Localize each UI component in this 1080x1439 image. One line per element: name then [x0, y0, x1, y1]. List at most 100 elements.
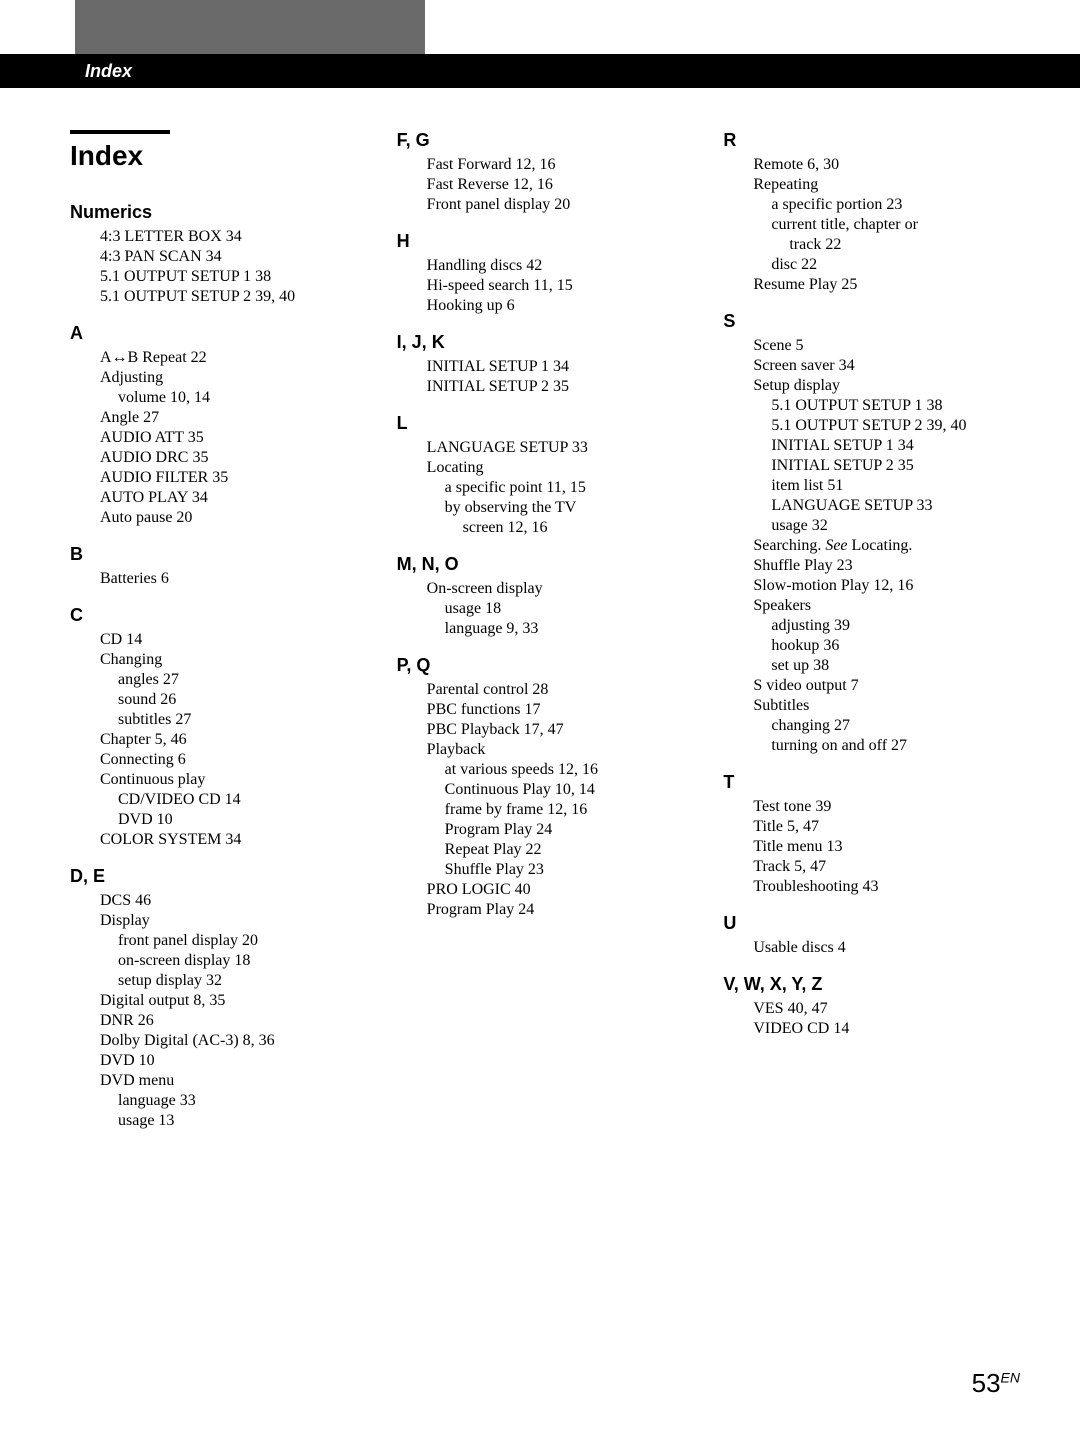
index-entry: Adjusting — [100, 368, 357, 388]
index-entry: language 9, 33 — [445, 619, 684, 639]
section-letter: D, E — [70, 866, 357, 887]
index-entry: usage 18 — [445, 599, 684, 619]
index-entry: usage 13 — [118, 1111, 357, 1131]
section-letter: B — [70, 544, 357, 565]
index-entry: volume 10, 14 — [118, 388, 357, 408]
index-entry: DVD 10 — [100, 1051, 357, 1071]
section-entries: Handling discs 42Hi-speed search 11, 15H… — [427, 256, 684, 316]
index-entry: Shuffle Play 23 — [753, 556, 1010, 576]
section-entries: Test tone 39Title 5, 47Title menu 13Trac… — [753, 797, 1010, 897]
index-entry: DNR 26 — [100, 1011, 357, 1031]
index-entry: COLOR SYSTEM 34 — [100, 830, 357, 850]
index-entry: DCS 46 — [100, 891, 357, 911]
index-entry: track 22 — [789, 235, 1010, 255]
index-entry: Subtitles — [753, 696, 1010, 716]
index-column: F, GFast Forward 12, 16Fast Reverse 12, … — [397, 130, 684, 1131]
index-entry: PRO LOGIC 40 — [427, 880, 684, 900]
section-letter: F, G — [397, 130, 684, 151]
section-letter: R — [723, 130, 1010, 151]
section-entries: 4:3 LETTER BOX 344:3 PAN SCAN 34 5.1 OUTP… — [100, 227, 357, 307]
index-entry: Test tone 39 — [753, 797, 1010, 817]
index-entry: on-screen display 18 — [118, 951, 357, 971]
index-entry: Playback — [427, 740, 684, 760]
section-entries: Usable discs 4 — [753, 938, 1010, 958]
index-entry: VIDEO CD 14 — [753, 1019, 1010, 1039]
page-number-suffix: EN — [1001, 1369, 1020, 1385]
section-letter: Numerics — [70, 202, 357, 223]
index-entry: usage 32 — [771, 516, 1010, 536]
index-entry: 5.1 OUTPUT SETUP 2 39, 40 — [100, 287, 357, 307]
index-entry: INITIAL SETUP 1 34 — [427, 357, 684, 377]
section-entries: On-screen displayusage 18language 9, 33 — [427, 579, 684, 639]
index-entry: adjusting 39 — [771, 616, 1010, 636]
index-entry: Slow-motion Play 12, 16 — [753, 576, 1010, 596]
index-entry: Remote 6, 30 — [753, 155, 1010, 175]
top-gray-block — [75, 0, 425, 54]
header-bar: Index — [0, 54, 1080, 88]
section-letter: H — [397, 231, 684, 252]
index-entry: Continuous Play 10, 14 — [445, 780, 684, 800]
index-entry: 4:3 PAN SCAN 34 — [100, 247, 357, 267]
index-column: R Remote 6, 30Repeatinga specific portion… — [723, 130, 1010, 1131]
index-entry: a specific point 11, 15 — [445, 478, 684, 498]
index-entry: 4:3 LETTER BOX 34 — [100, 227, 357, 247]
index-entry: Program Play 24 — [427, 900, 684, 920]
index-entry: Title 5, 47 — [753, 817, 1010, 837]
index-entry: Chapter 5, 46 — [100, 730, 357, 750]
index-entry: Usable discs 4 — [753, 938, 1010, 958]
index-entry: at various speeds 12, 16 — [445, 760, 684, 780]
index-entry: Changing — [100, 650, 357, 670]
index-entry: Continuous play — [100, 770, 357, 790]
section-entries: Remote 6, 30Repeatinga specific portion … — [753, 155, 1010, 295]
section-entries: Scene 5Screen saver 34Setup display5.1 O… — [753, 336, 1010, 756]
index-entry: changing 27 — [771, 716, 1010, 736]
section-entries: DCS 46Displayfront panel display 20on-sc… — [100, 891, 357, 1131]
index-entry: Connecting 6 — [100, 750, 357, 770]
index-entry: hookup 36 — [771, 636, 1010, 656]
index-entry: set up 38 — [771, 656, 1010, 676]
index-entry: screen 12, 16 — [463, 518, 684, 538]
section-letter: T — [723, 772, 1010, 793]
index-entry: Angle 27 — [100, 408, 357, 428]
index-entry: S video output 7 — [753, 676, 1010, 696]
section-entries: INITIAL SETUP 1 34INITIAL SETUP 2 35 — [427, 357, 684, 397]
index-entry: On-screen display — [427, 579, 684, 599]
index-entry: INITIAL SETUP 2 35 — [771, 456, 1010, 476]
section-letter: A — [70, 323, 357, 344]
index-entry: Searching. See Locating. — [753, 536, 1010, 556]
index-entry: Title menu 13 — [753, 837, 1010, 857]
index-entry: VES 40, 47 — [753, 999, 1010, 1019]
index-entry: angles 27 — [118, 670, 357, 690]
header-tab-label: Index — [85, 61, 132, 82]
index-entry: Troubleshooting 43 — [753, 877, 1010, 897]
index-entry: 5.1 OUTPUT SETUP 2 39, 40 — [771, 416, 1010, 436]
index-entry: front panel display 20 — [118, 931, 357, 951]
top-band — [0, 0, 1080, 54]
index-entry: PBC functions 17 — [427, 700, 684, 720]
section-entries: A↔B Repeat 22Adjustingvolume 10, 14Angle… — [100, 348, 357, 528]
index-entry: Dolby Digital (AC-3) 8, 36 — [100, 1031, 357, 1051]
title-rule — [70, 130, 170, 134]
index-entry: INITIAL SETUP 2 35 — [427, 377, 684, 397]
index-entry: Parental control 28 — [427, 680, 684, 700]
index-entry: DVD 10 — [118, 810, 357, 830]
page-number: 53EN — [972, 1368, 1020, 1399]
index-entry: 5.1 OUTPUT SETUP 1 38 — [771, 396, 1010, 416]
index-entry: Repeating — [753, 175, 1010, 195]
index-entry: AUDIO ATT 35 — [100, 428, 357, 448]
section-letter: M, N, O — [397, 554, 684, 575]
index-entry: by observing the TV — [445, 498, 684, 518]
index-entry: Resume Play 25 — [753, 275, 1010, 295]
index-entry: Setup display — [753, 376, 1010, 396]
section-entries: LANGUAGE SETUP 33Locatinga specific poin… — [427, 438, 684, 538]
section-entries: CD 14Changingangles 27sound 26subtitles … — [100, 630, 357, 850]
index-entry: Front panel display 20 — [427, 195, 684, 215]
index-entry: Screen saver 34 — [753, 356, 1010, 376]
index-entry: CD 14 — [100, 630, 357, 650]
index-entry: language 33 — [118, 1091, 357, 1111]
index-entry: Batteries 6 — [100, 569, 357, 589]
section-letter: C — [70, 605, 357, 626]
index-entry: item list 51 — [771, 476, 1010, 496]
index-entry: Locating — [427, 458, 684, 478]
index-entry: INITIAL SETUP 1 34 — [771, 436, 1010, 456]
